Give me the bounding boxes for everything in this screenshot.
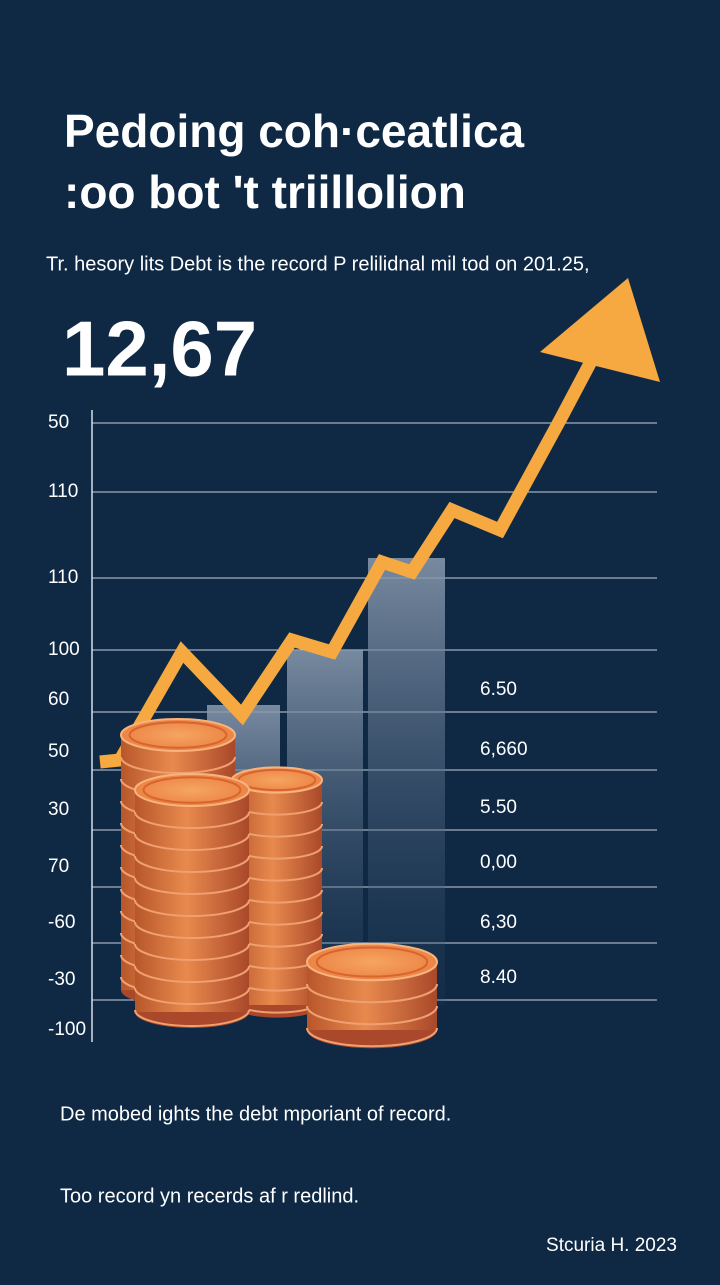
subtitle: Tr. hesory lits Debt is the record P rel…: [46, 253, 590, 275]
coin-edge: [134, 811, 250, 829]
axis-label: 50: [48, 741, 69, 762]
axis-label: -60: [48, 912, 75, 933]
coin-top: [306, 942, 438, 982]
title-line: Pedoing coh·ceatlica: [64, 105, 525, 157]
coin-edge: [134, 877, 250, 895]
axis-label: -30: [48, 969, 75, 990]
source: Stcuria H. 2023: [546, 1235, 677, 1256]
axis-label: 30: [48, 799, 69, 820]
coins: [120, 718, 438, 1049]
coin-rim: [315, 946, 429, 978]
trend-arrow: [99, 348, 602, 769]
axis-label: 100: [48, 639, 80, 660]
side-value: 0,00: [480, 852, 517, 873]
side-value: 6,660: [480, 739, 528, 760]
coin-edge: [134, 943, 250, 961]
axis-label: 110: [48, 567, 78, 588]
bar: [368, 558, 445, 1005]
side-value: 6.50: [480, 679, 517, 700]
coin-edge: [134, 855, 250, 873]
footer-note: Too record yn recerds af r redlind.: [60, 1185, 359, 1207]
axis-label: 60: [48, 689, 69, 710]
coin-edge: [134, 899, 250, 917]
axis-label: 50: [48, 412, 69, 433]
coin-edge: [134, 965, 250, 983]
arrow-head: [540, 278, 660, 382]
side-value: 6,30: [480, 912, 517, 933]
side-value: 5.50: [480, 797, 517, 818]
coin-edge: [134, 833, 250, 851]
side-value: 8.40: [480, 967, 517, 988]
coin-top: [134, 773, 250, 807]
coin-edge: [134, 987, 250, 1005]
title-line: :oo bot 't triillolion: [64, 166, 466, 218]
coin-top: [120, 718, 236, 752]
coin-edge: [306, 1005, 438, 1026]
coin-rim: [142, 776, 242, 804]
coin-rim: [128, 721, 228, 749]
axis-label: 110: [48, 481, 78, 502]
coin-edge: [134, 921, 250, 939]
coin-edge: [306, 1027, 438, 1048]
coin-edge: [134, 1009, 250, 1027]
coin-edge: [120, 756, 236, 774]
axis-label: 70: [48, 856, 69, 877]
headline-value: 12,67: [62, 305, 257, 393]
footer-note: De mobed ights the debt mporiant of reco…: [60, 1103, 451, 1125]
coin-edge: [306, 983, 438, 1004]
axis-label: -100: [48, 1019, 86, 1040]
